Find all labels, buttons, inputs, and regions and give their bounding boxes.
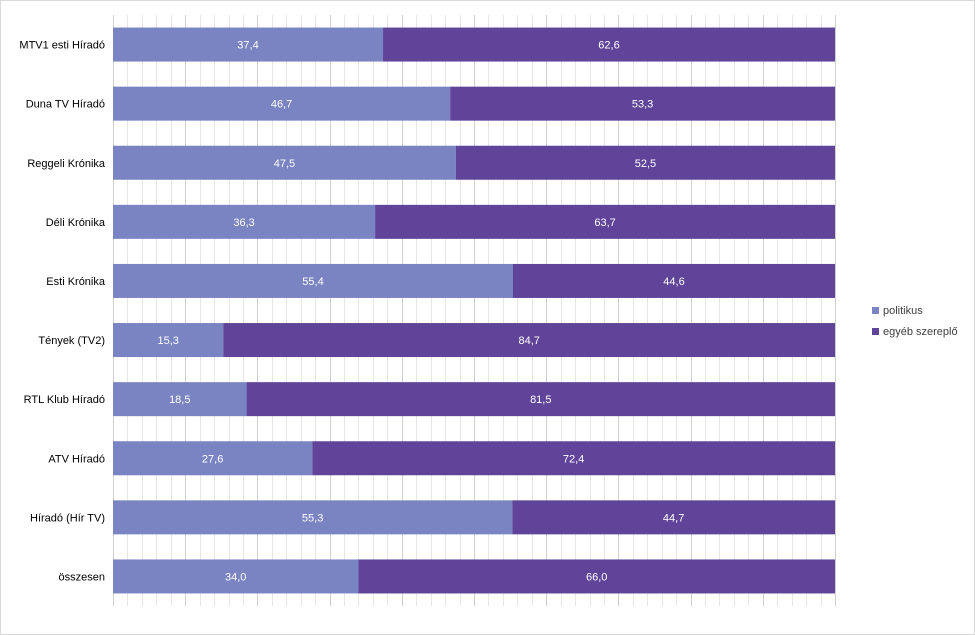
data-label: 55,3 (302, 512, 323, 524)
category-label: Esti Krónika (46, 276, 106, 288)
bar-politikus (113, 441, 313, 476)
bar-politikus (113, 500, 513, 535)
legend-item-egyeb: egyéb szereplő (872, 321, 958, 342)
data-label: 27,6 (202, 453, 223, 465)
bar-politikus (113, 382, 247, 417)
bar-egyeb (312, 441, 836, 476)
legend-item-politikus: politikus (872, 300, 958, 321)
category-label: Tények (TV2) (38, 335, 105, 347)
data-label: 44,7 (663, 512, 684, 524)
data-label: 84,7 (519, 335, 540, 347)
bar-egyeb (223, 323, 835, 358)
bar-egyeb (450, 86, 835, 121)
category-label: Híradó (Hír TV) (30, 512, 105, 524)
data-label: 62,6 (598, 40, 619, 52)
category-label: ATV Híradó (48, 453, 105, 465)
legend-swatch (872, 328, 879, 335)
category-label: Déli Krónika (46, 217, 106, 229)
data-label: 55,4 (302, 276, 323, 288)
legend: politikus egyéb szereplő (872, 300, 958, 342)
data-label: 46,7 (271, 99, 292, 111)
data-label: 72,4 (563, 453, 584, 465)
legend-swatch (872, 307, 879, 314)
bar-politikus (113, 86, 451, 121)
bar-egyeb (455, 145, 835, 180)
data-label: 15,3 (158, 335, 179, 347)
bar-politikus (113, 323, 224, 358)
category-label: RTL Klub Híradó (24, 394, 105, 406)
legend-label: politikus (883, 304, 923, 317)
category-label: MTV1 esti Híradó (19, 40, 105, 52)
data-label: 37,4 (237, 40, 258, 52)
bar-politikus (113, 204, 376, 239)
data-label: 66,0 (586, 571, 607, 583)
data-label: 47,5 (274, 158, 295, 170)
bar-egyeb (383, 27, 835, 62)
data-label: 18,5 (169, 394, 190, 406)
bar-politikus (113, 145, 456, 180)
data-label: 52,5 (635, 158, 656, 170)
bar-politikus (113, 559, 359, 594)
category-label: Duna TV Híradó (26, 99, 105, 111)
bar-politikus (113, 27, 384, 62)
data-label: 81,5 (530, 394, 551, 406)
bar-egyeb (358, 559, 835, 594)
bar-politikus (113, 263, 513, 298)
data-label: 53,3 (632, 99, 653, 111)
bar-egyeb (512, 500, 835, 535)
bar-egyeb (375, 204, 835, 239)
data-label: 44,6 (663, 276, 684, 288)
data-label: 36,3 (233, 217, 254, 229)
category-label: Reggeli Krónika (27, 158, 106, 170)
bar-egyeb (512, 263, 835, 298)
bar-egyeb (246, 382, 835, 417)
category-label: összesen (59, 571, 105, 583)
data-label: 34,0 (225, 571, 246, 583)
data-label: 63,7 (594, 217, 615, 229)
legend-label: egyéb szereplő (883, 325, 958, 338)
